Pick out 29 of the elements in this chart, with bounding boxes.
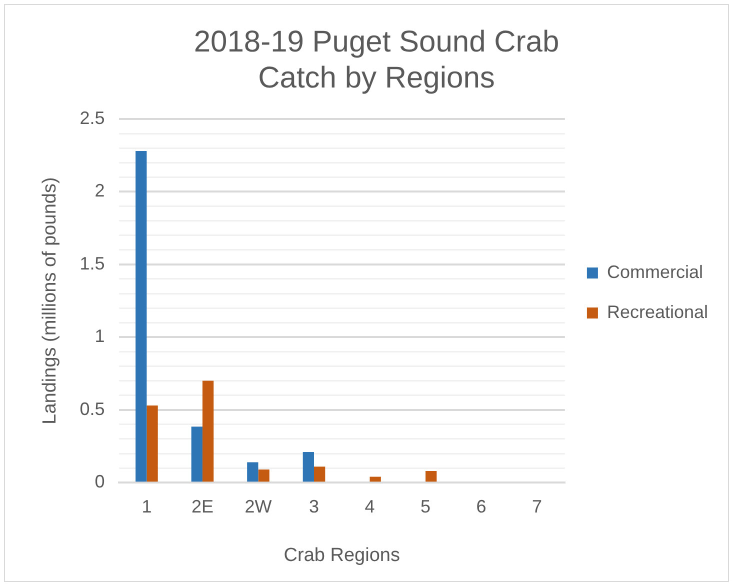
- y-tick-label: 2.5: [80, 108, 105, 128]
- y-axis-title: Landings (millions of pounds): [40, 177, 61, 424]
- legend-label: Recreational: [606, 302, 708, 322]
- x-tick-label: 5: [420, 496, 431, 516]
- x-tick-label: 2E: [191, 496, 214, 516]
- legend-label: Commercial: [606, 262, 703, 282]
- bar: [314, 466, 326, 482]
- y-tick-label: 0.5: [80, 398, 105, 419]
- bar: [302, 452, 314, 482]
- bar: [202, 380, 214, 482]
- bar: [258, 470, 270, 482]
- x-tick-label: 7: [532, 496, 542, 516]
- bar: [370, 476, 381, 482]
- x-axis-title: Crab Regions: [284, 544, 400, 566]
- y-tick-label: 1: [94, 326, 105, 346]
- y-tick-label: 0: [94, 472, 105, 492]
- x-tick-label: 4: [364, 496, 375, 516]
- bar: [247, 462, 258, 482]
- bar: [146, 406, 158, 482]
- y-tick-label: 1.5: [80, 253, 105, 274]
- y-tick-label: 2: [94, 180, 105, 201]
- chart-title: 2018-19 Puget Sound Crab Catch by Regions: [194, 25, 560, 94]
- x-tick-label: 6: [476, 496, 486, 516]
- x-tick-label: 2W: [244, 496, 272, 516]
- bar: [426, 470, 437, 482]
- x-tick-label: 1: [142, 496, 152, 516]
- bar: [191, 426, 202, 482]
- bar: [136, 150, 147, 482]
- x-tick-label: 3: [308, 496, 320, 516]
